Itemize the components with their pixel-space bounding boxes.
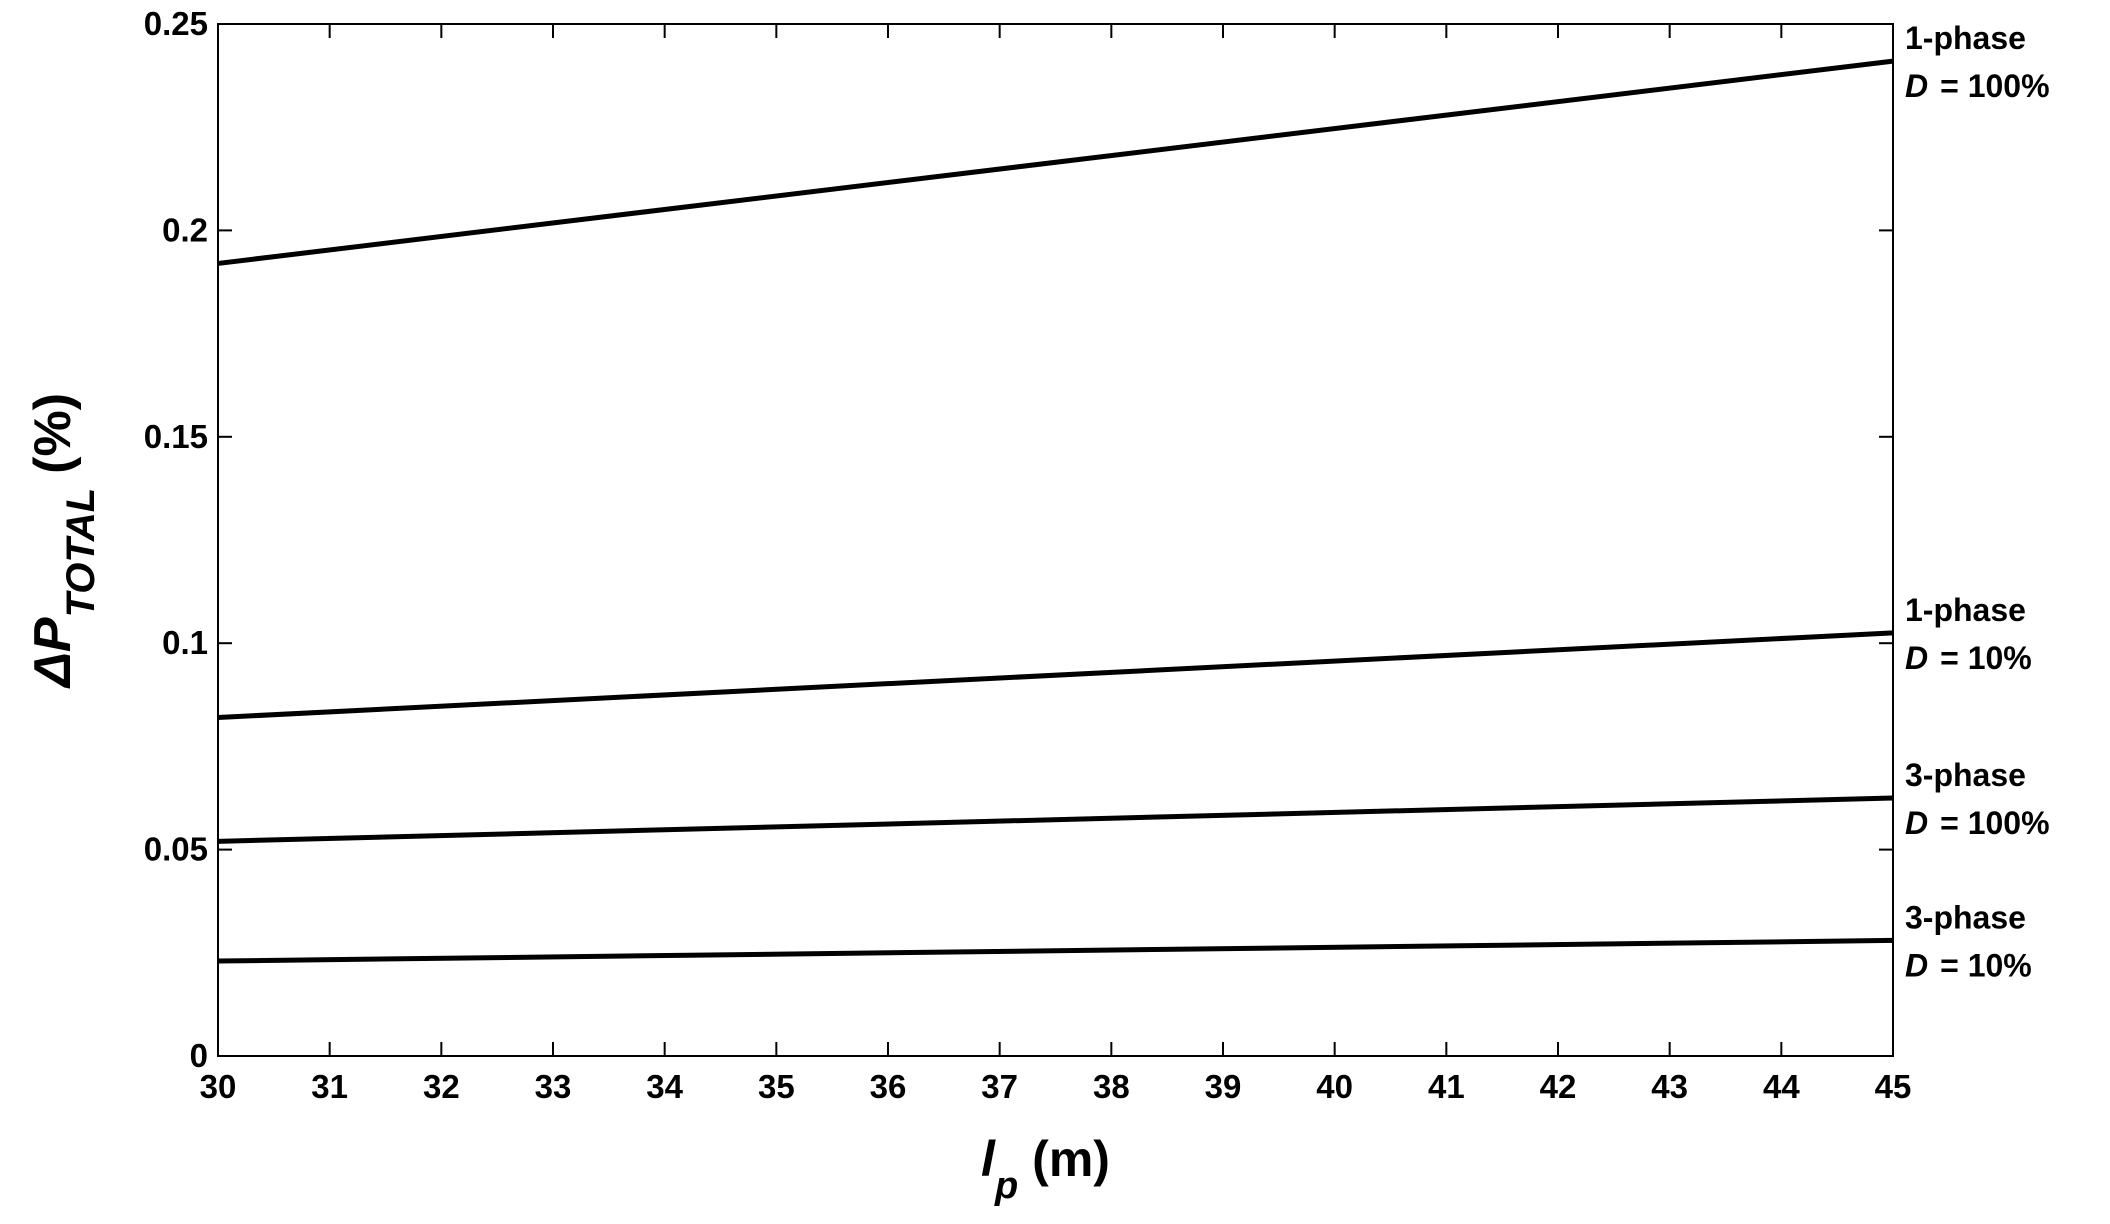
y-label-sub: TOTAL bbox=[59, 488, 103, 618]
y-tick-label: 0.05 bbox=[144, 831, 208, 868]
y-label-unit: (%) bbox=[24, 393, 82, 474]
x-tick-label: 43 bbox=[1651, 1068, 1688, 1105]
series-label-duty: D = 10% bbox=[1905, 947, 2032, 983]
y-tick-label: 0.25 bbox=[144, 5, 208, 42]
x-axis-label: lp (m) bbox=[981, 1131, 1110, 1207]
duty-symbol: D bbox=[1905, 947, 1928, 983]
duty-value: = 10% bbox=[1940, 640, 2032, 676]
series-label: 3-phase bbox=[1905, 899, 2026, 935]
duty-symbol: D bbox=[1905, 640, 1928, 676]
y-tick-label: 0.2 bbox=[162, 211, 208, 248]
duty-symbol: D bbox=[1905, 68, 1928, 104]
series-label-duty: D = 100% bbox=[1905, 805, 2050, 841]
y-tick-label: 0.15 bbox=[144, 418, 208, 455]
x-tick-label: 36 bbox=[870, 1068, 907, 1105]
y-tick-label: 0 bbox=[190, 1037, 208, 1074]
x-tick-label: 40 bbox=[1316, 1068, 1353, 1105]
x-tick-label: 34 bbox=[646, 1068, 683, 1105]
x-tick-label: 32 bbox=[423, 1068, 460, 1105]
y-tick-label: 0.1 bbox=[162, 624, 208, 661]
series-line bbox=[217, 630, 1894, 721]
duty-value: = 10% bbox=[1940, 947, 2032, 983]
duty-value: = 100% bbox=[1940, 68, 2049, 104]
x-tick-label: 33 bbox=[535, 1068, 572, 1105]
x-tick-label: 39 bbox=[1205, 1068, 1242, 1105]
x-tick-label: 45 bbox=[1875, 1068, 1912, 1105]
x-tick-label: 35 bbox=[758, 1068, 795, 1105]
x-tick-label: 38 bbox=[1093, 1068, 1130, 1105]
duty-value: = 100% bbox=[1940, 805, 2049, 841]
series-label: 1-phase bbox=[1905, 20, 2026, 56]
x-label-unit: (m) bbox=[1032, 1131, 1110, 1187]
series-label-duty: D = 10% bbox=[1905, 640, 2032, 676]
x-tick-label: 41 bbox=[1428, 1068, 1465, 1105]
x-tick-label: 31 bbox=[311, 1068, 348, 1105]
series-line bbox=[217, 58, 1894, 266]
plot-frame bbox=[217, 23, 1894, 1057]
x-label-symbol: l bbox=[981, 1131, 996, 1187]
x-label-sub: p bbox=[994, 1165, 1018, 1207]
x-tick-label: 37 bbox=[981, 1068, 1018, 1105]
x-tick-label: 44 bbox=[1763, 1068, 1800, 1105]
y-label-symbol: ΔP bbox=[24, 617, 82, 689]
duty-symbol: D bbox=[1905, 805, 1928, 841]
series-label: 1-phase bbox=[1905, 592, 2026, 628]
series-label-duty: D = 100% bbox=[1905, 68, 2050, 104]
series-line bbox=[217, 795, 1894, 844]
y-axis-label: ΔPTOTAL (%) bbox=[24, 393, 103, 689]
series-line bbox=[217, 937, 1894, 964]
x-tick-label: 42 bbox=[1540, 1068, 1577, 1105]
x-tick-label: 30 bbox=[200, 1068, 237, 1105]
series-label: 3-phase bbox=[1905, 757, 2026, 793]
